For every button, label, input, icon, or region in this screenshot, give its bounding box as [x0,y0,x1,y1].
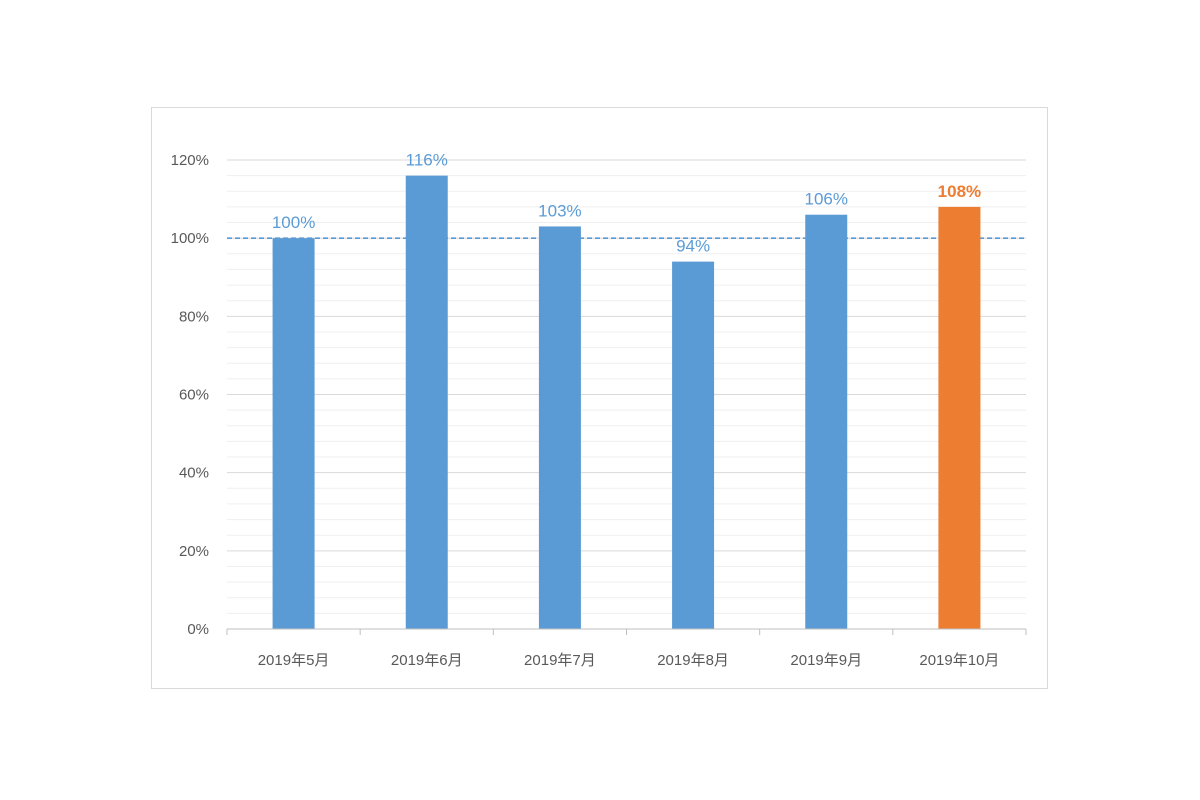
y-tick-label: 40% [179,465,209,482]
y-tick-label: 60% [179,387,209,404]
chart-frame: 0% 20% 40% 60% 80% 100% 120% 2019年5月 2019年6月 201… [151,107,1048,689]
bar [538,226,581,630]
bar [672,261,715,629]
data-label: 103% [538,201,581,220]
x-axis [226,628,1027,635]
data-label: 116% [406,151,448,170]
x-tick-label: 2019年8月 [657,652,729,669]
bar [938,206,981,629]
x-axis-labels: 2019年5月 2019年6月 2019年7月 2019年8月 2019年9月 2019年… [258,652,1000,669]
y-tick-label: 0% [187,621,209,638]
x-tick-label: 2019年5月 [258,652,330,669]
x-tick-label: 2019年6月 [391,652,463,669]
bar [272,238,315,629]
data-label: 100% [272,213,315,232]
bar [805,214,848,629]
y-tick-label: 80% [179,308,209,325]
x-tick-label: 2019年9月 [790,652,862,669]
data-label: 94% [676,237,710,256]
x-tick-label: 2019年7月 [524,652,596,669]
data-label: 106% [805,190,848,209]
x-tick-label: 2019年10月 [919,652,999,669]
data-label: 108% [938,182,981,201]
y-tick-label: 100% [171,230,209,247]
y-tick-label: 120% [171,152,209,169]
major-gridlines [227,159,1026,552]
bar-chart: 0%20%40%60%80%100%120% 2019年5月 2019年6月 201… [171,151,1027,669]
y-axis-labels: 0% 20% 40% 60% 80% 100% 120% [171,152,209,638]
bars [272,175,981,630]
y-tick-label: 20% [179,543,209,560]
bar [405,175,448,629]
minor-gridlines [227,175,1026,614]
data-labels: 100% 116% 103% 94% 106% 108% [272,151,981,256]
